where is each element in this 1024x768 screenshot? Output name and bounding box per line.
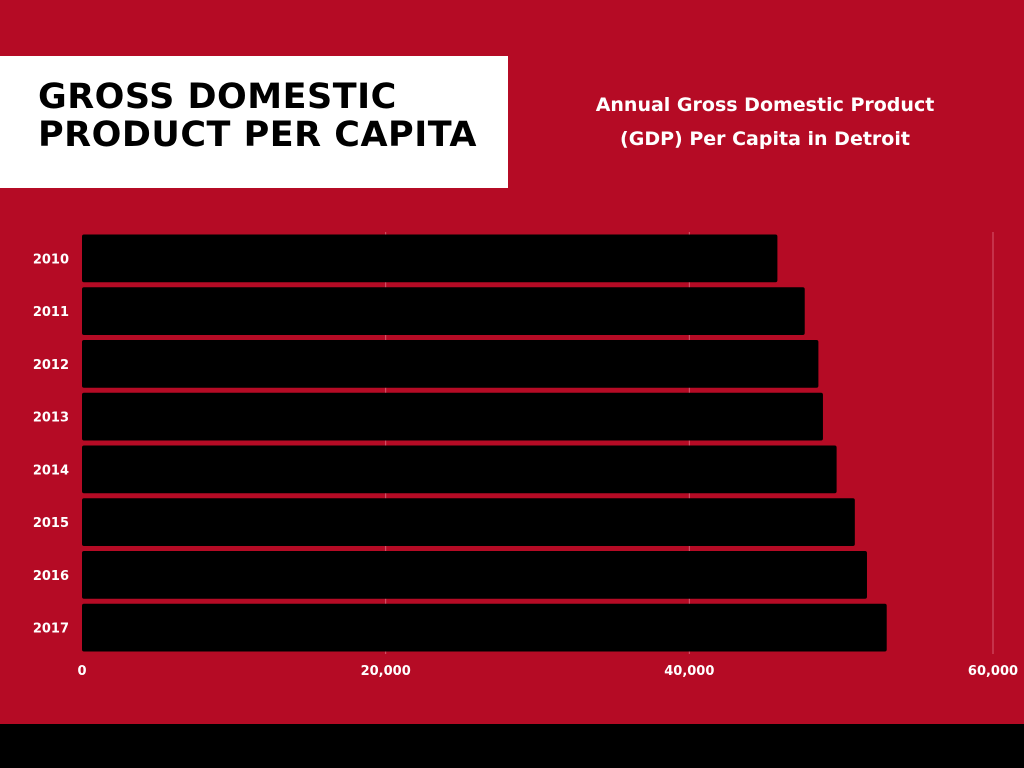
category-labels: 2010 2011 2012 2013 2014 2015 2016 2017 (33, 252, 69, 636)
category-label-2017: 2017 (33, 622, 69, 637)
chart-title: GROSS DOMESTIC PRODUCT PER CAPITA (38, 77, 477, 155)
x-tick-label: 60,000 (968, 664, 1018, 679)
x-axis-tick-labels: 0 20,000 40,000 60,000 (77, 664, 1018, 679)
category-label-2013: 2013 (33, 411, 69, 426)
x-tick-label: 40,000 (664, 664, 714, 679)
bar-2014 (82, 445, 837, 494)
bar-2017 (82, 603, 887, 652)
x-tick-label: 0 (77, 664, 86, 679)
bar-2015 (82, 498, 855, 546)
chart-subtitle: Annual Gross Domestic Product (GDP) Per … (595, 94, 935, 150)
category-label-2010: 2010 (33, 252, 69, 267)
bottom-band (0, 724, 1024, 768)
bar-chart: 2010 2011 2012 2013 2014 2015 2016 2017 0 20,000… (33, 232, 1018, 679)
bar-2012 (82, 340, 819, 388)
category-label-2012: 2012 (33, 358, 69, 373)
bar-2010 (82, 234, 778, 283)
category-label-2015: 2015 (33, 516, 69, 531)
bar-2016 (82, 551, 867, 599)
category-label-2016: 2016 (33, 569, 69, 584)
bar-2011 (82, 287, 805, 335)
bar-2013 (82, 392, 823, 441)
category-label-2014: 2014 (33, 463, 69, 478)
category-label-2011: 2011 (33, 305, 69, 320)
bars (82, 234, 887, 652)
title-box: GROSS DOMESTIC PRODUCT PER CAPITA (0, 56, 508, 188)
x-tick-label: 20,000 (361, 664, 411, 679)
